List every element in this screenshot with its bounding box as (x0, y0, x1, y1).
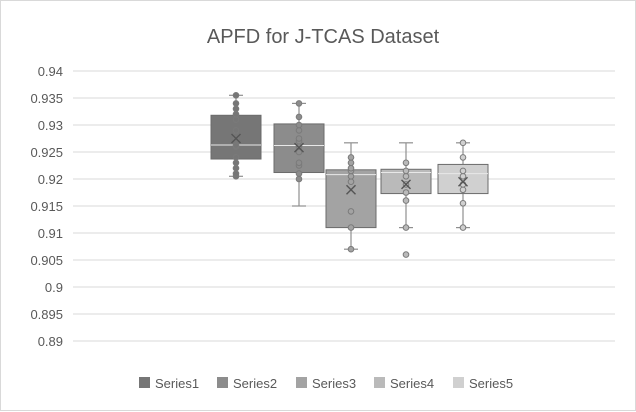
box-plots (210, 92, 489, 258)
y-tick-label: 0.89 (38, 334, 63, 349)
y-tick-label: 0.925 (30, 145, 63, 160)
data-point (295, 100, 303, 107)
data-point (347, 159, 355, 167)
data-point (232, 127, 240, 134)
mean-marker (346, 184, 356, 195)
box-series1 (210, 92, 262, 180)
data-point (232, 164, 240, 172)
mean-marker (401, 179, 411, 190)
data-point (402, 251, 410, 258)
data-point (295, 113, 303, 121)
data-point (232, 92, 240, 99)
box-series2 (273, 100, 325, 207)
data-point (402, 159, 410, 167)
y-tick-label: 0.905 (30, 253, 63, 268)
data-point (232, 142, 240, 149)
data-point (232, 110, 240, 118)
data-point (402, 167, 410, 175)
data-point (295, 135, 303, 142)
mean-marker (294, 142, 304, 153)
data-point (295, 121, 303, 129)
legend-label-series5: Series5 (469, 376, 513, 391)
y-tick-label: 0.93 (38, 118, 63, 133)
legend-label-series3: Series3 (312, 376, 356, 391)
data-point (459, 186, 467, 194)
legend: Series1 Series2 Series3 Series4 Series5 (139, 376, 513, 391)
data-point (347, 245, 355, 253)
y-tick-label: 0.9 (45, 280, 63, 295)
legend-swatch-series3 (296, 377, 307, 388)
data-point (459, 224, 467, 231)
data-point (459, 167, 467, 175)
data-point (232, 154, 240, 161)
data-point (295, 159, 303, 167)
data-point (295, 170, 303, 177)
y-tick-label: 0.94 (38, 64, 63, 79)
y-tick-label: 0.895 (30, 307, 63, 322)
data-point (402, 173, 410, 180)
data-point (347, 208, 355, 215)
data-point (347, 224, 355, 231)
mean-marker (231, 133, 241, 144)
data-point (232, 116, 240, 123)
mean-marker (458, 176, 468, 187)
data-point (459, 154, 467, 161)
legend-swatch-series4 (374, 377, 385, 388)
data-point (295, 127, 303, 134)
data-point (347, 173, 355, 180)
legend-label-series2: Series2 (233, 376, 277, 391)
data-point (232, 159, 240, 167)
legend-swatch-series5 (453, 377, 464, 388)
data-point (232, 170, 240, 177)
legend-swatch-series1 (139, 377, 150, 388)
data-point (459, 139, 467, 147)
data-point (402, 189, 410, 196)
data-point (295, 175, 303, 183)
data-point (459, 173, 467, 180)
box-series3 (325, 142, 377, 253)
y-tick-label: 0.91 (38, 226, 63, 241)
data-point (402, 197, 410, 204)
y-axis-ticks: 0.94 0.935 0.93 0.925 0.92 0.915 0.91 0.905 0.9 0… (30, 64, 63, 349)
data-point (347, 154, 355, 161)
data-point (232, 105, 240, 113)
data-point (232, 100, 240, 107)
y-tick-label: 0.915 (30, 199, 63, 214)
box-series5 (437, 139, 489, 231)
legend-label-series1: Series1 (155, 376, 199, 391)
legend-label-series4: Series4 (390, 376, 434, 391)
data-point (459, 200, 467, 207)
box-series4 (380, 142, 432, 258)
data-point (347, 178, 355, 185)
data-point (402, 224, 410, 231)
y-tick-label: 0.935 (30, 91, 63, 106)
y-tick-label: 0.92 (38, 172, 63, 187)
data-point (347, 164, 355, 172)
legend-swatch-series2 (217, 377, 228, 388)
chart-title: APFD for J-TCAS Dataset (207, 26, 440, 48)
